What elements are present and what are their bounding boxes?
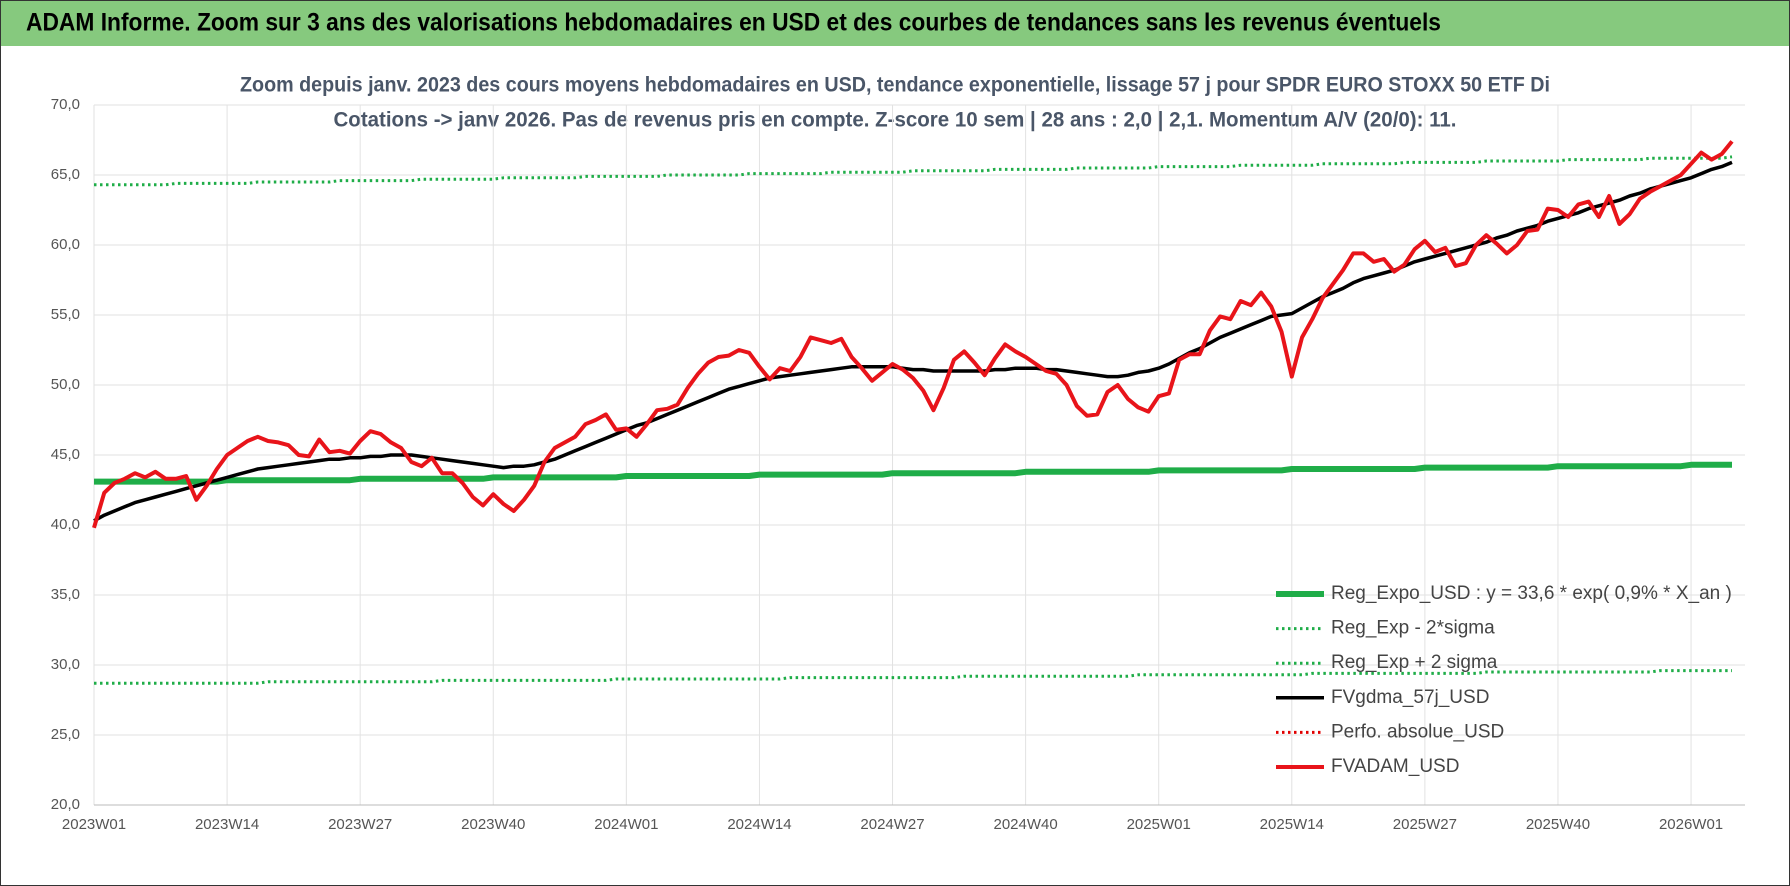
chart-subtitle: Cotations -> janv 2026. Pas de revenus p… xyxy=(334,109,1457,132)
y-tick-label: 50,0 xyxy=(51,376,80,393)
legend-label: FVADAM_USD xyxy=(1331,756,1459,777)
x-tick-label: 2024W40 xyxy=(994,816,1058,833)
y-tick-label: 65,0 xyxy=(51,166,80,183)
x-tick-label: 2025W14 xyxy=(1260,816,1324,833)
header-bar xyxy=(1,1,1789,46)
y-tick-label: 40,0 xyxy=(51,516,80,533)
series-line xyxy=(94,461,1732,485)
header-title: ADAM Informe. Zoom sur 3 ans des valoris… xyxy=(26,9,1441,37)
legend-label: Reg_Exp + 2 sigma xyxy=(1331,652,1498,673)
y-tick-label: 25,0 xyxy=(51,726,80,743)
y-tick-label: 20,0 xyxy=(51,796,80,813)
legend-label: FVgdma_57j_USD xyxy=(1331,687,1489,708)
series-line xyxy=(92,140,1734,529)
x-tick-label: 2025W27 xyxy=(1393,816,1457,833)
chart-title: Zoom depuis janv. 2023 des cours moyens … xyxy=(240,74,1550,97)
x-tick-label: 2023W01 xyxy=(62,816,126,833)
x-tick-label: 2023W27 xyxy=(328,816,392,833)
x-tick-label: 2026W01 xyxy=(1659,816,1723,833)
x-tick-label: 2023W14 xyxy=(195,816,259,833)
series-line xyxy=(93,160,1733,523)
x-tick-label: 2024W27 xyxy=(860,816,924,833)
legend-label: Reg_Exp - 2*sigma xyxy=(1331,618,1495,639)
legend-label: Reg_Expo_USD : y = 33,6 * exp( 0,9% * X_… xyxy=(1331,583,1732,604)
x-tick-label: 2024W14 xyxy=(727,816,791,833)
y-tick-label: 30,0 xyxy=(51,656,80,673)
y-tick-label: 35,0 xyxy=(51,586,80,603)
y-tick-label: 55,0 xyxy=(51,306,80,323)
x-tick-label: 2024W01 xyxy=(594,816,658,833)
x-tick-label: 2025W40 xyxy=(1526,816,1590,833)
y-tick-label: 60,0 xyxy=(51,236,80,253)
legend-label: Perfo. absolue_USD xyxy=(1331,721,1504,742)
y-tick-label: 70,0 xyxy=(51,96,80,113)
y-tick-label: 45,0 xyxy=(51,446,80,463)
x-tick-label: 2025W01 xyxy=(1127,816,1191,833)
x-tick-label: 2023W40 xyxy=(461,816,525,833)
